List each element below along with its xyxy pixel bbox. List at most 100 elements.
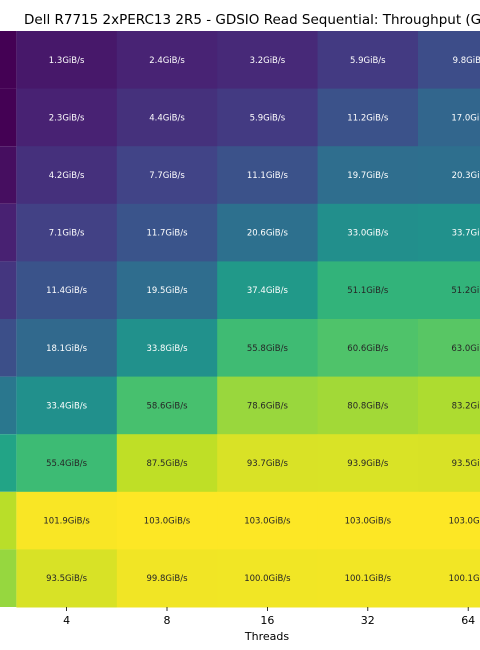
heatmap-cell <box>116 549 218 608</box>
cell-value-label: 103.0GiB <box>449 517 480 527</box>
cell-value-label: 103.0GiB/s <box>345 517 392 527</box>
heatmap-cell <box>217 491 319 550</box>
cell-value-label: 5.9GiB/s <box>350 56 386 66</box>
cell-value-label: 1.3GiB/s <box>49 56 85 66</box>
heatmap-cell <box>418 319 480 378</box>
cell-value-label: 2.3GiB/s <box>49 113 85 123</box>
heatmap-cell <box>217 319 319 378</box>
heatmap-cell <box>418 261 480 320</box>
cell-value-label: 9.8GiB/ <box>453 56 480 66</box>
heatmap-cell-partial <box>0 261 17 319</box>
cell-value-label: 7.7GiB/s <box>149 171 185 181</box>
heatmap-cell <box>317 146 419 205</box>
cell-value-label: 2.4GiB/s <box>149 56 185 66</box>
heatmap-cell <box>16 434 118 493</box>
heatmap-cell-partial <box>0 31 17 89</box>
heatmap-cell <box>418 549 480 608</box>
heatmap-cell <box>317 376 419 435</box>
x-tick-label: 64 <box>461 614 475 627</box>
heatmap-cell <box>317 434 419 493</box>
heatmap-cell <box>317 261 419 320</box>
heatmap-cell <box>317 491 419 550</box>
cell-value-label: 51.1GiB/s <box>347 286 389 296</box>
cell-value-label: 33.0GiB/s <box>347 229 389 239</box>
heatmap-cell <box>16 319 118 378</box>
x-tick-label: 16 <box>260 614 274 627</box>
heatmap-cell <box>317 319 419 378</box>
heatmap-cell-partial <box>0 88 17 147</box>
cell-value-label: 33.4GiB/s <box>46 401 88 411</box>
cell-value-label: 103.0GiB/s <box>244 517 291 527</box>
cell-value-label: 37.4GiB/s <box>247 286 289 296</box>
cell-value-label: 11.7GiB/s <box>147 229 189 239</box>
heatmap-cell <box>16 261 118 320</box>
heatmap-cell <box>217 146 319 205</box>
cell-value-label: 103.0GiB/s <box>144 517 191 527</box>
heatmap-cell <box>217 31 319 90</box>
cell-value-label: 99.8GiB/s <box>147 574 189 584</box>
heatmap-cell <box>16 31 118 90</box>
cell-value-label: 20.3GiE <box>452 171 480 181</box>
heatmap-cell <box>418 434 480 493</box>
heatmap-cell <box>116 88 218 147</box>
heatmap-cell <box>116 376 218 435</box>
heatmap-cell <box>16 88 118 147</box>
heatmap-cell <box>16 549 118 608</box>
cell-value-label: 33.8GiB/s <box>147 344 189 354</box>
heatmap-cell <box>418 88 480 147</box>
cell-value-label: 11.4GiB/s <box>46 286 88 296</box>
cell-value-label: 4.4GiB/s <box>149 113 185 123</box>
heatmap-cell <box>418 491 480 550</box>
heatmap-cell <box>217 203 319 262</box>
heatmap-cell-partial <box>0 203 17 262</box>
heatmap-cell-partial <box>0 549 17 607</box>
heatmap-cell <box>116 31 218 90</box>
cell-value-label: 51.2GiB <box>451 286 480 296</box>
cell-value-label: 80.8GiB/s <box>347 401 389 411</box>
cell-value-label: 55.4GiB/s <box>46 459 88 469</box>
heatmap-cell <box>217 88 319 147</box>
heatmap-cell-partial <box>0 434 17 492</box>
heatmap-cell <box>217 549 319 608</box>
heatmap-cell <box>418 203 480 262</box>
cell-value-label: 60.6GiB/s <box>347 344 389 354</box>
cell-value-label: 3.2GiB/s <box>250 56 286 66</box>
heatmap-cell-partial <box>0 376 17 435</box>
cell-value-label: 100.1GiB <box>449 574 480 584</box>
cell-value-label: 100.1GiB/s <box>345 574 392 584</box>
x-axis-ticks: 4 8 16 32 64 <box>63 607 475 627</box>
cell-value-label: 55.8GiB/s <box>247 344 289 354</box>
cell-value-label: 100.0GiB/s <box>244 574 291 584</box>
heatmap-cell <box>116 434 218 493</box>
heatmap-cell <box>116 261 218 320</box>
heatmap-cell <box>217 376 319 435</box>
cell-value-label: 93.7GiB/s <box>247 459 289 469</box>
heatmap-cell <box>116 203 218 262</box>
cell-value-label: 11.2GiB/s <box>347 113 389 123</box>
cell-value-label: 33.7GiE <box>452 229 480 239</box>
heatmap-cell <box>418 146 480 205</box>
cell-value-label: 93.5GiB/s <box>46 574 88 584</box>
cell-value-label: 11.1GiB/s <box>247 171 289 181</box>
x-tick-label: 8 <box>164 614 171 627</box>
heatmap-cell <box>116 491 218 550</box>
chart-title: Dell R7715 2xPERC13 2R5 - GDSIO Read Seq… <box>24 12 480 28</box>
cell-value-label: 20.6GiB/s <box>247 229 289 239</box>
cell-value-label: 58.6GiB/s <box>147 401 189 411</box>
cell-value-label: 17.0GiB <box>451 113 480 123</box>
heatmap-cell-partial <box>0 491 17 550</box>
cell-value-label: 78.6GiB/s <box>247 401 289 411</box>
x-tick-label: 4 <box>63 614 70 627</box>
heatmap-cell <box>116 319 218 378</box>
heatmap-cell <box>16 376 118 435</box>
x-tick-label: 32 <box>361 614 375 627</box>
heatmap-cell <box>317 203 419 262</box>
cell-value-label: 18.1GiB/s <box>46 344 88 354</box>
heatmap-cell <box>317 549 419 608</box>
cell-value-label: 5.9GiB/s <box>250 113 286 123</box>
heatmap-cell-partial <box>0 146 17 204</box>
heatmap-cell <box>317 88 419 147</box>
heatmap-cell <box>116 146 218 205</box>
cell-value-label: 63.0GiB <box>451 344 480 354</box>
